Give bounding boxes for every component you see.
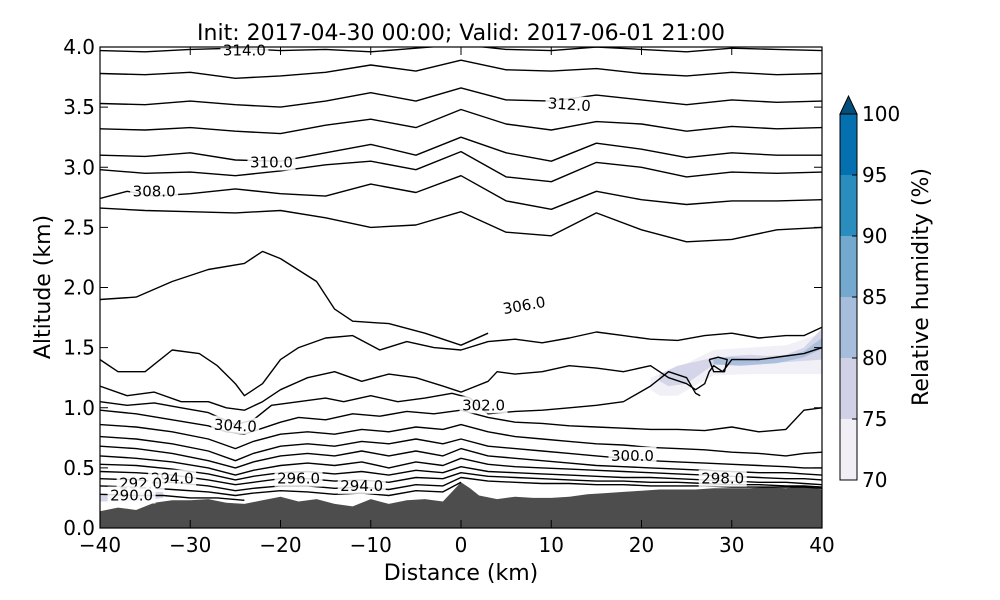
humidity-region-2 [659,328,822,387]
y-tick-label: 0.5 [63,456,95,480]
svg-text:310.0: 310.0 [250,153,293,171]
contour-line-14 [100,423,822,457]
x-axis-label: Distance (km) [384,561,539,586]
x-tick-label: −20 [259,533,301,557]
colorbar-label: Relative humidity (%) [909,168,934,406]
contour-label-10: 294.0 [337,476,386,495]
contour-label-layer: 314.0312.0310.0308.0306.0304.0302.0300.0… [107,41,747,505]
x-tick-label: 0 [455,533,468,557]
y-tick-label: 0.0 [63,516,95,540]
contour-label-6: 302.0 [459,396,508,414]
y-tick-label: 1.0 [63,396,95,420]
contour-line-21 [100,481,462,497]
svg-text:312.0: 312.0 [547,94,591,115]
svg-text:308.0: 308.0 [133,182,176,200]
contour-label-3: 308.0 [130,182,179,200]
colorbar-segment-80 [840,297,857,358]
x-tick-label: 40 [809,533,834,557]
colorbar: 70 75 80 85 90 95 100 [839,94,900,492]
x-axis: −40 −30 −20 −10 0 10 20 30 40 [79,47,835,557]
svg-text:296.0: 296.0 [277,470,320,488]
contour-label-8: 298.0 [698,469,747,488]
svg-text:304.0: 304.0 [213,416,257,436]
svg-text:298.0: 298.0 [701,470,744,488]
y-tick-label: 3.0 [63,155,95,179]
terrain-layer [100,482,822,528]
contour-line-7 [100,207,822,243]
y-tick-label: 1.5 [63,336,95,360]
colorbar-tick-label: 100 [862,102,900,126]
y-axis-label: Altitude (km) [31,215,56,359]
contour-line-1 [100,59,822,80]
terrain-shape [100,482,822,528]
plot-background [100,47,822,528]
contour-line-12 [708,356,728,373]
contour-label-0: 314.0 [220,41,269,60]
x-tick-label: −40 [79,533,121,557]
contour-line-4 [100,136,822,162]
colorbar-segment-95 [840,114,857,175]
colorbar-segment-85 [840,236,857,297]
colorbar-tick-label: 90 [862,224,887,248]
colorbar-tick-label: 70 [862,468,887,492]
colorbar-tick-label: 80 [862,346,887,370]
svg-text:302.0: 302.0 [462,396,505,414]
colorbar-tick-label: 85 [862,285,887,309]
y-axis: 0.0 0.5 1.0 1.5 2.0 2.5 3.0 3.5 4.0 [63,35,822,540]
contour-line-10 [100,346,822,411]
chart-title: Init: 2017-04-30 00:00; Valid: 2017-06-0… [197,21,725,46]
y-tick-label: 2.5 [63,215,95,239]
contour-line-5 [100,150,822,183]
contour-label-2: 310.0 [247,153,296,171]
contour-label-13: 290.0 [107,486,156,505]
contour-line-3 [100,108,822,135]
y-tick-label: 3.5 [63,95,95,119]
colorbar-segment-90 [840,175,857,236]
contour-label-1: 312.0 [544,94,594,115]
contour-line-0 [100,47,822,53]
svg-text:290.0: 290.0 [110,487,153,505]
svg-text:294.0: 294.0 [340,477,383,495]
x-tick-label: −10 [350,533,392,557]
humidity-region-3 [713,338,822,366]
contour-label-9: 296.0 [274,469,323,488]
contour-line-8 [100,250,489,346]
contour-line-15 [100,435,822,469]
colorbar-tick-label: 75 [862,407,887,431]
x-tick-label: 30 [719,533,744,557]
contour-line-2 [100,87,822,108]
colorbar-tick-label: 95 [862,163,887,187]
x-tick-label: 20 [629,533,654,557]
contour-line-6 [100,174,822,211]
x-tick-label: 10 [539,533,564,557]
contour-line-9 [100,326,822,397]
colorbar-segment-75 [840,358,857,419]
y-tick-label: 2.0 [63,276,95,300]
colorbar-extend-arrow [839,94,858,115]
contour-label-5: 304.0 [210,415,260,436]
x-tick-label: −30 [169,533,211,557]
svg-text:314.0: 314.0 [223,42,266,60]
contour-label-7: 300.0 [608,446,657,465]
colorbar-segment-70 [840,419,857,480]
y-tick-label: 4.0 [63,35,95,59]
svg-text:300.0: 300.0 [611,447,654,465]
